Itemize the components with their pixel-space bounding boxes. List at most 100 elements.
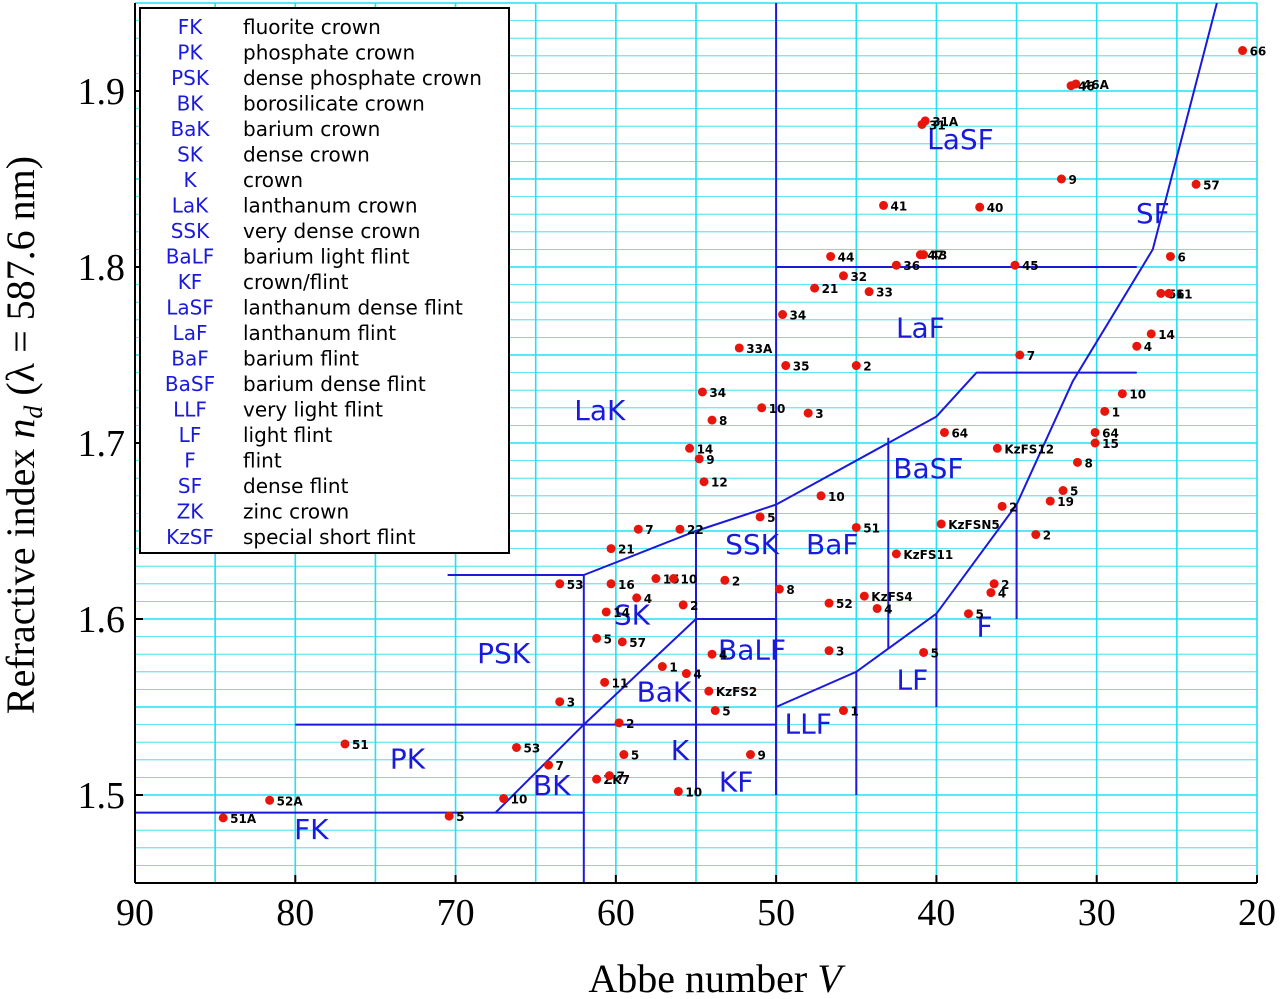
data-point-label: 7 (645, 523, 653, 537)
x-tick-label: 90 (116, 892, 154, 934)
data-point (824, 646, 834, 656)
region-label-sk: SK (614, 598, 651, 631)
x-axis-title-main: Abbe number (588, 956, 817, 999)
data-point-label: 4 (998, 587, 1006, 601)
data-point (1238, 46, 1248, 56)
region-label-pk: PK (390, 743, 426, 776)
data-point-label: 46A (1083, 78, 1110, 92)
legend-abbr: KF (178, 270, 203, 294)
data-point-label: 7 (556, 759, 564, 773)
data-point (673, 786, 683, 796)
data-point-label: KzFSN5 (948, 518, 1000, 532)
data-point (697, 387, 707, 397)
data-point (675, 524, 685, 534)
data-point-label: 5 (604, 632, 612, 646)
data-point (592, 774, 602, 784)
y-tick-label: 1.5 (78, 775, 126, 817)
data-point-label: 2 (626, 717, 634, 731)
data-point (444, 811, 454, 821)
data-point-label: 34 (790, 309, 807, 323)
data-point (619, 750, 629, 760)
data-point-label: 5 (767, 511, 775, 525)
data-point (265, 795, 275, 805)
data-point-label: 34 (709, 386, 726, 400)
data-point-label: 5 (931, 646, 939, 660)
region-label-ssk: SSK (725, 528, 780, 561)
region-label-bk: BK (533, 769, 571, 802)
data-point-label: 8 (786, 583, 794, 597)
data-point-label: 14 (697, 442, 714, 456)
region-label-balf: BaLF (718, 633, 786, 666)
data-point-label: 2 (1009, 500, 1017, 514)
legend-abbr: PSK (171, 66, 210, 90)
y-axis-title-main: Refractive index (0, 439, 43, 714)
legend-abbr: LLF (173, 398, 207, 422)
data-point-label: 47 (927, 249, 944, 263)
data-point (810, 283, 820, 293)
legend-desc: lanthanum flint (243, 321, 396, 345)
data-point (1100, 406, 1110, 416)
data-point (694, 454, 704, 464)
data-point (1058, 486, 1068, 496)
data-point-label: 11 (612, 676, 629, 690)
region-label-bak: BaK (637, 676, 692, 709)
data-point (963, 609, 973, 619)
legend-abbr: ZK (177, 500, 205, 524)
data-point-label: 52A (277, 794, 304, 808)
data-point-label: 4 (719, 648, 727, 662)
data-point-label: 11 (1176, 287, 1193, 301)
data-point (685, 443, 695, 453)
data-point-label: 9 (1068, 173, 1076, 187)
data-point (710, 706, 720, 716)
data-point-label: 5 (456, 810, 464, 824)
data-point (681, 669, 691, 679)
region-label-sf: SF (1136, 197, 1170, 230)
legend-desc: barium light flint (243, 245, 410, 269)
region-label-psk: PSK (477, 637, 531, 670)
x-tick-label: 70 (437, 892, 475, 934)
data-point-label: 5 (722, 705, 730, 719)
data-point (218, 813, 228, 823)
data-point (851, 522, 861, 532)
data-point (997, 501, 1007, 511)
data-point (592, 633, 602, 643)
data-point (734, 343, 744, 353)
y-axis-title: Refractive index nd (λ = 587.6 nm) (0, 156, 48, 714)
legend-abbr: BaF (171, 347, 208, 371)
data-point (340, 739, 350, 749)
x-tick-label: 60 (597, 892, 635, 934)
data-point (704, 686, 714, 696)
region-label-lf: LF (897, 663, 929, 696)
data-point (781, 361, 791, 371)
x-axis-title-symbol: V (817, 956, 846, 999)
data-point (757, 403, 767, 413)
data-point (864, 287, 874, 297)
legend-abbr: BaSF (165, 372, 215, 396)
legend-desc: very light flint (243, 398, 383, 422)
data-point (755, 512, 765, 522)
data-point (707, 649, 717, 659)
legend-desc: dense phosphate crown (243, 66, 482, 90)
data-point (707, 415, 717, 425)
data-point (1156, 288, 1166, 298)
region-label-lasf: LaSF (927, 123, 994, 156)
legend-abbr: LaSF (166, 296, 214, 320)
data-point (651, 574, 661, 584)
data-point-label: 14 (1158, 328, 1175, 342)
legend-desc: barium flint (243, 347, 359, 371)
region-boundary-line (494, 618, 777, 814)
data-point-label: 57 (629, 636, 646, 650)
data-point (891, 549, 901, 559)
region-label-basf: BaSF (893, 452, 963, 485)
data-point-label: 22 (687, 523, 704, 537)
legend-desc: dense flint (243, 474, 349, 498)
data-point (600, 677, 610, 687)
data-point (838, 271, 848, 281)
data-point-label: 33A (746, 342, 773, 356)
x-tick-label: 40 (917, 892, 955, 934)
legend-desc: crown (243, 168, 303, 192)
data-point-label: 10 (681, 573, 698, 587)
legend-abbr: SF (178, 474, 202, 498)
data-point (1090, 438, 1100, 448)
glass-data-points: 51A52A51510537353ZK775251157141621741510… (218, 45, 1266, 826)
